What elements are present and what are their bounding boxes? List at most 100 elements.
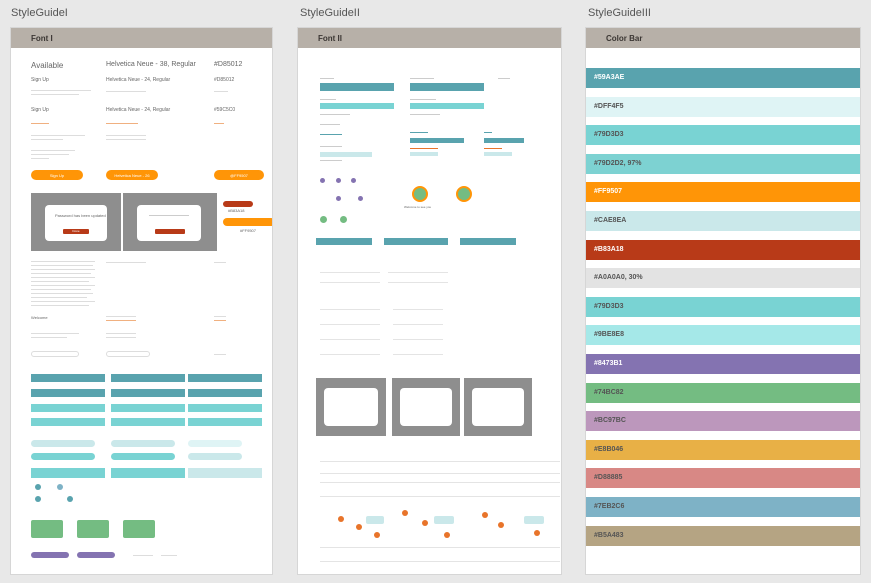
color-swatch[interactable]: #FF9507	[586, 182, 860, 203]
map-marker-icon[interactable]	[374, 532, 380, 538]
teal-bar[interactable]	[111, 389, 185, 397]
text-line	[498, 78, 510, 79]
dropdown-sample[interactable]	[106, 351, 150, 357]
purple-pill-button[interactable]	[77, 552, 115, 558]
teal-bar[interactable]	[316, 238, 372, 245]
pin-icon	[35, 484, 41, 490]
avatar[interactable]	[412, 186, 428, 202]
user-icon	[336, 196, 341, 201]
teal-bar[interactable]	[111, 404, 185, 412]
divider	[393, 354, 443, 355]
search-pill[interactable]	[188, 440, 242, 447]
text-line	[31, 154, 69, 155]
input-field[interactable]	[410, 152, 438, 156]
green-card[interactable]	[31, 520, 63, 538]
teal-bar[interactable]	[188, 389, 262, 397]
color-swatch[interactable]: #7EB2C6	[586, 497, 860, 517]
artboard-font-2[interactable]: Font II Welcome to see you	[298, 28, 561, 574]
artboard-font-1[interactable]: Font I Available Helvetica Neue - 38, Re…	[11, 28, 272, 574]
text-line	[106, 139, 146, 140]
color-swatch[interactable]: #74BC82	[586, 382, 860, 403]
modal-done-button[interactable]: Done	[63, 229, 89, 234]
map-marker-icon[interactable]	[402, 510, 408, 516]
color-swatch[interactable]: #E8B046	[586, 439, 860, 460]
teal-bar[interactable]	[410, 138, 464, 143]
teal-bar[interactable]	[31, 374, 105, 382]
color-swatch[interactable]: #8473B1	[586, 354, 860, 374]
teal-header-bar[interactable]	[111, 468, 185, 478]
available-sample: Available	[31, 61, 64, 70]
teal-bar[interactable]	[188, 418, 262, 426]
map-marker-icon[interactable]	[498, 522, 504, 528]
text-line	[410, 99, 436, 100]
green-card[interactable]	[123, 520, 155, 538]
teal-bar[interactable]	[111, 418, 185, 426]
map-marker-icon[interactable]	[444, 532, 450, 538]
user-icon	[336, 178, 341, 183]
color-swatch[interactable]: #9BE8E8	[586, 325, 860, 346]
badge-dark	[223, 201, 253, 207]
color-swatch[interactable]: #CAE8EA	[586, 211, 860, 231]
artboard-title-styleguide-3[interactable]: StyleGuideIII	[588, 7, 651, 19]
text-line	[106, 320, 136, 321]
teal-bar[interactable]	[320, 83, 394, 91]
search-pill[interactable]	[31, 453, 95, 460]
text-line	[31, 139, 63, 140]
purple-pill-button[interactable]	[31, 552, 69, 558]
color-swatch[interactable]: #BC97BC	[586, 411, 860, 432]
avatar[interactable]	[456, 186, 472, 202]
text-line	[106, 135, 146, 136]
color-swatch[interactable]: #79D3D3	[586, 125, 860, 146]
search-pill[interactable]	[188, 453, 242, 460]
teal-bar[interactable]	[410, 83, 484, 91]
color-swatch[interactable]: #B83A18	[586, 239, 860, 260]
divider	[320, 473, 560, 474]
teal-bar[interactable]	[188, 374, 262, 382]
teal-bar[interactable]	[31, 404, 105, 412]
input-field[interactable]	[320, 152, 372, 157]
map-marker-icon[interactable]	[422, 520, 428, 526]
color-swatch[interactable]: #DFF4F5	[586, 96, 860, 117]
green-card[interactable]	[77, 520, 109, 538]
dropdown-sample[interactable]	[31, 351, 79, 357]
artboard-title-styleguide-2[interactable]: StyleGuideII	[300, 7, 360, 19]
spec-button[interactable]: Helvetica Neue - 26	[106, 170, 158, 180]
search-pill[interactable]	[111, 453, 175, 460]
map-tooltip	[524, 516, 544, 524]
text-line	[106, 91, 146, 92]
teal-bar[interactable]	[460, 238, 516, 245]
divider	[320, 324, 380, 325]
search-pill[interactable]	[111, 440, 175, 447]
teal-header-bar[interactable]	[31, 468, 105, 478]
color-swatch[interactable]: #79D3D3	[586, 296, 860, 317]
map-marker-icon[interactable]	[356, 524, 362, 530]
teal-bar[interactable]	[410, 103, 484, 109]
color-swatch[interactable]: #B5A483	[586, 525, 860, 546]
color-swatch[interactable]: #A0A0A0, 30%	[586, 268, 860, 289]
text-line	[31, 281, 89, 282]
color-button[interactable]: @FF9507	[214, 170, 264, 180]
color-swatch[interactable]: #79D2D2, 97%	[586, 153, 860, 174]
teal-bar[interactable]	[384, 238, 448, 245]
color-swatch[interactable]: #D88885	[586, 468, 860, 489]
input-field[interactable]	[484, 152, 512, 156]
search-pill[interactable]	[31, 440, 95, 447]
artboard-color-bar[interactable]: Color Bar #59A3AE #DFF4F5 #79D3D3 #79D2D2, …	[586, 28, 860, 574]
teal-bar[interactable]	[484, 138, 524, 143]
teal-bar[interactable]	[31, 389, 105, 397]
teal-bar[interactable]	[31, 418, 105, 426]
map-marker-icon[interactable]	[482, 512, 488, 518]
signup-grey-color: #59C5C0	[214, 107, 236, 113]
map-marker-icon[interactable]	[534, 530, 540, 536]
artboard-title-styleguide-1[interactable]: StyleGuideI	[11, 7, 68, 19]
teal-header-bar[interactable]	[188, 468, 262, 478]
divider	[320, 282, 380, 283]
signup-button[interactable]: Sign Up	[31, 170, 83, 180]
text-line	[161, 555, 177, 556]
teal-bar[interactable]	[188, 404, 262, 412]
map-marker-icon[interactable]	[338, 516, 344, 522]
color-swatch[interactable]: #59A3AE	[586, 68, 860, 88]
teal-bar[interactable]	[111, 374, 185, 382]
teal-bar[interactable]	[320, 103, 394, 109]
modal-action-button[interactable]	[155, 229, 185, 234]
